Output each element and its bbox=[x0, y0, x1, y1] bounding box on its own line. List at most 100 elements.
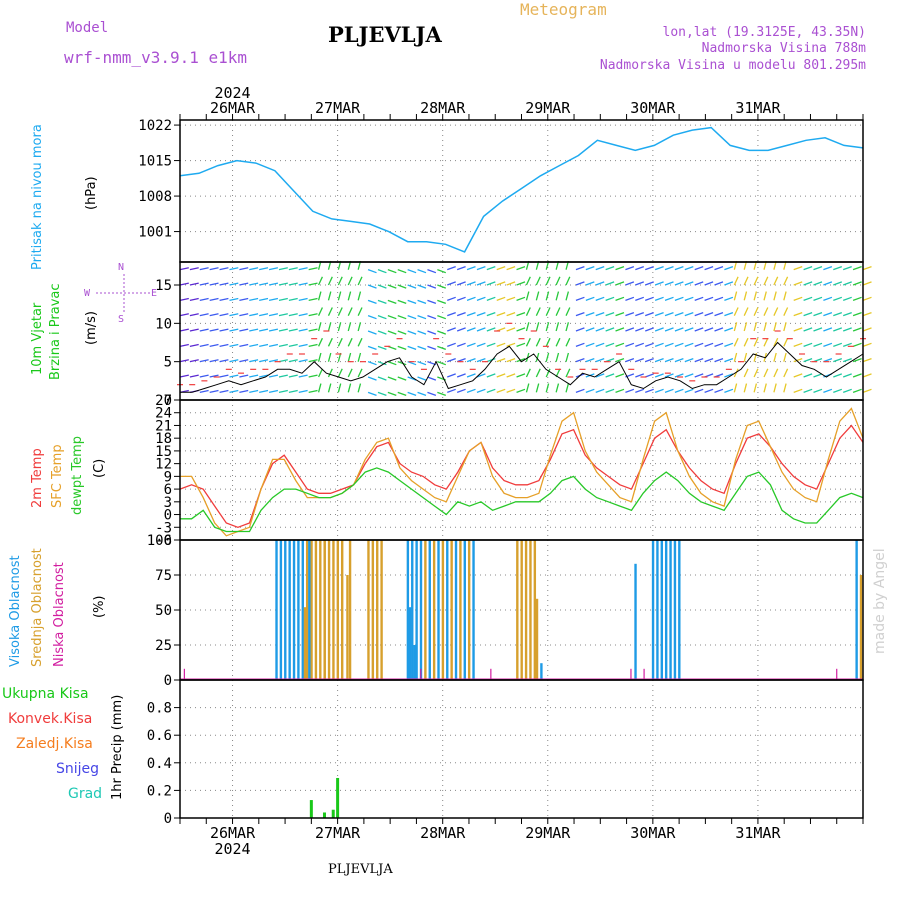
wind-arrow bbox=[199, 328, 209, 332]
wind-arrow bbox=[327, 383, 332, 393]
wind-arrow bbox=[704, 296, 714, 301]
temperature-tick-label: 6 bbox=[164, 482, 172, 498]
temperature-tick-label: 12 bbox=[155, 457, 172, 473]
wind-arrow bbox=[763, 368, 769, 378]
wind-arrow bbox=[249, 328, 259, 332]
wind-arrow bbox=[664, 342, 674, 347]
wind-arrow bbox=[387, 391, 397, 397]
wind-arrow bbox=[357, 337, 363, 347]
temp-2m-label: 2m Temp bbox=[30, 448, 45, 508]
wind-arrow bbox=[664, 357, 674, 363]
wind-arrow bbox=[317, 352, 322, 362]
wind-speed-line bbox=[180, 341, 864, 393]
wind-arrow bbox=[427, 330, 437, 335]
wind-arrow bbox=[833, 357, 843, 363]
wind-arrow bbox=[545, 307, 551, 316]
wind-arrow bbox=[763, 291, 767, 301]
wind-arrow bbox=[447, 311, 456, 317]
wind-arrow bbox=[803, 311, 813, 317]
wind-arrow bbox=[793, 373, 803, 378]
wind-arrow bbox=[298, 359, 308, 363]
wind-arrow bbox=[862, 342, 872, 347]
wind-arrow bbox=[545, 352, 550, 362]
cloud-tick-label: 25 bbox=[155, 638, 172, 654]
wind-arrow bbox=[427, 284, 437, 289]
cloud-bar bbox=[301, 540, 304, 680]
wind-arrow bbox=[506, 281, 516, 286]
cloud-bar bbox=[459, 540, 462, 680]
wind-arrow bbox=[615, 388, 625, 393]
wind-arrow bbox=[259, 267, 269, 271]
wind-arrow bbox=[407, 299, 417, 305]
wind-arrow bbox=[813, 296, 823, 301]
wind-arrow bbox=[387, 299, 397, 305]
cloud-bar bbox=[669, 540, 672, 680]
wind-arrow bbox=[803, 373, 813, 378]
wind-arrow bbox=[862, 357, 872, 363]
wind-arrow bbox=[486, 388, 496, 393]
wind-arrow bbox=[664, 265, 674, 271]
wind-arrow bbox=[486, 281, 496, 286]
wind-arrow bbox=[555, 291, 560, 301]
wind-arrow bbox=[724, 373, 734, 378]
wind-arrow bbox=[813, 373, 823, 378]
wind-arrow bbox=[456, 265, 466, 271]
wind-arrow bbox=[278, 313, 288, 317]
wind-arrow bbox=[259, 328, 269, 332]
wind-arrow bbox=[694, 357, 704, 363]
wind-arrow bbox=[684, 296, 694, 301]
wind-arrow bbox=[674, 357, 684, 363]
pressure-axis-label: Pritisak na nivou mora bbox=[30, 124, 45, 270]
wind-arrow bbox=[367, 376, 377, 381]
pressure-tick-label: 1008 bbox=[138, 189, 172, 205]
wind-arrow bbox=[595, 388, 605, 393]
wind-arrow bbox=[199, 359, 209, 363]
top-year-label: 2024 bbox=[214, 84, 250, 102]
wind-arrow bbox=[268, 313, 279, 317]
cloud-bar bbox=[332, 540, 335, 680]
wind-arrow bbox=[783, 352, 787, 362]
legend-ukupna-kisa: Ukupna Kisa bbox=[2, 686, 89, 702]
top-day-label: 28MAR bbox=[420, 99, 466, 117]
wind-arrow bbox=[447, 265, 456, 271]
wind-arrow bbox=[654, 357, 664, 363]
wind-arrow bbox=[447, 373, 456, 378]
wind-arrow bbox=[259, 343, 269, 347]
wind-arrow bbox=[773, 322, 777, 332]
wind-arrow bbox=[367, 345, 377, 351]
wind-arrow bbox=[456, 373, 466, 378]
wind-arrow bbox=[308, 359, 318, 363]
wind-arrow bbox=[417, 376, 427, 381]
cloud-bar bbox=[340, 540, 344, 680]
wind-arrow bbox=[407, 315, 417, 320]
wind-arrow bbox=[466, 311, 476, 317]
cloud-bar bbox=[467, 540, 471, 680]
wind-arrow bbox=[595, 281, 605, 286]
wind-arrow bbox=[268, 297, 279, 301]
wind-arrow bbox=[437, 330, 447, 335]
cloud-bar bbox=[520, 540, 523, 680]
temperature-tick-label: -6 bbox=[155, 533, 172, 549]
cloud-bar-low bbox=[630, 668, 632, 680]
cloud-bar bbox=[446, 540, 449, 680]
wind-arrow bbox=[733, 307, 739, 316]
wind-arrow bbox=[842, 388, 852, 393]
cloud-bar bbox=[533, 540, 537, 680]
wind-arrow bbox=[575, 296, 585, 301]
wind-arrow bbox=[189, 297, 199, 301]
wind-arrow bbox=[714, 357, 724, 363]
wind-arrow bbox=[288, 267, 298, 271]
wind-arrow bbox=[525, 368, 531, 378]
wind-arrow bbox=[199, 297, 209, 301]
wind-arrow bbox=[347, 291, 352, 301]
wind-arrow bbox=[773, 337, 779, 347]
wind-arrow bbox=[555, 307, 561, 316]
wind-arrow bbox=[585, 388, 595, 393]
wind-arrow bbox=[773, 352, 777, 362]
wind-arrow bbox=[625, 327, 635, 332]
wind-arrow bbox=[288, 328, 298, 332]
cloud-bar bbox=[660, 540, 664, 680]
wind-arrow bbox=[694, 311, 704, 317]
wind-arrow bbox=[407, 376, 417, 381]
wind-arrow bbox=[476, 342, 486, 347]
